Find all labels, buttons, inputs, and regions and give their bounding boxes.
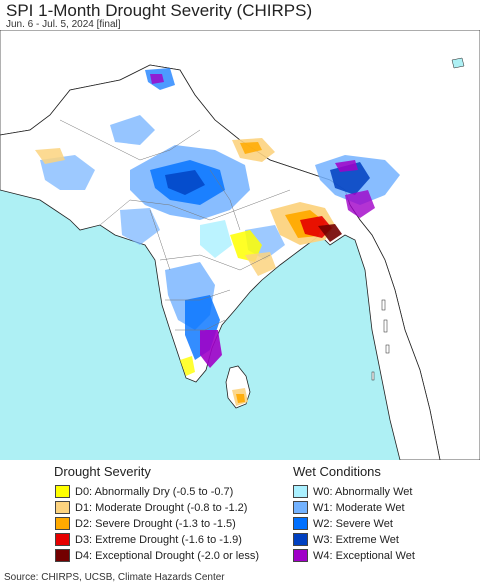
drought-map [0,30,480,460]
swatch-d3 [55,533,70,546]
swatch-w3 [293,533,308,546]
legend-label-w1: W1: Moderate Wet [313,501,405,514]
legend-label-d4: D4: Exceptional Drought (-2.0 or less) [75,549,260,562]
legend-item-w2: W2: Severe Wet [293,516,393,531]
legend-item-d3: D3: Extreme Drought (-1.6 to -1.9) [55,532,242,547]
legend-label-w0: W0: Abnormally Wet [313,485,413,498]
legend-item-d2: D2: Severe Drought (-1.3 to -1.5) [55,516,236,531]
state-borders [59,119,291,331]
swatch-d4 [55,549,70,562]
swatch-d2 [55,517,70,530]
map-date-range: Jun. 6 - Jul. 5, 2024 [final] [6,19,121,30]
drought-legend-title: Drought Severity [54,464,151,479]
swatch-w0 [293,485,308,498]
legend-label-d1: D1: Moderate Drought (-0.8 to -1.2) [75,501,248,514]
swatch-d0 [55,485,70,498]
wet-areas [40,68,400,368]
wet-legend-title: Wet Conditions [293,464,381,479]
legend-label-d3: D3: Extreme Drought (-1.6 to -1.9) [75,533,242,546]
drought-areas [35,138,342,406]
legend-item-d0: D0: Abnormally Dry (-0.5 to -0.7) [55,484,233,499]
lake [451,57,465,69]
legend-label-w4: W4: Exceptional Wet [313,549,415,562]
source-credit: Source: CHIRPS, UCSB, Climate Hazards Ce… [4,572,225,583]
legend-item-w0: W0: Abnormally Wet [293,484,412,499]
legend-item-d4: D4: Exceptional Drought (-2.0 or less) [55,548,259,563]
swatch-w4 [293,549,308,562]
legend-label-d2: D2: Severe Drought (-1.3 to -1.5) [75,517,236,530]
swatch-d1 [55,501,70,514]
legend-label-d0: D0: Abnormally Dry (-0.5 to -0.7) [75,485,234,498]
swatch-w1 [293,501,308,514]
legend-item-w3: W3: Extreme Wet [293,532,399,547]
legend-item-w4: W4: Exceptional Wet [293,548,415,563]
legend-item-d1: D1: Moderate Drought (-0.8 to -1.2) [55,500,247,515]
legend: Drought Severity Wet Conditions D0: Abno… [0,460,480,572]
andaman-islands [371,299,390,381]
map-title: SPI 1-Month Drought Severity (CHIRPS) [6,1,313,20]
swatch-w2 [293,517,308,530]
legend-label-w3: W3: Extreme Wet [313,533,399,546]
legend-item-w1: W1: Moderate Wet [293,500,405,515]
legend-label-w2: W2: Severe Wet [313,517,393,530]
